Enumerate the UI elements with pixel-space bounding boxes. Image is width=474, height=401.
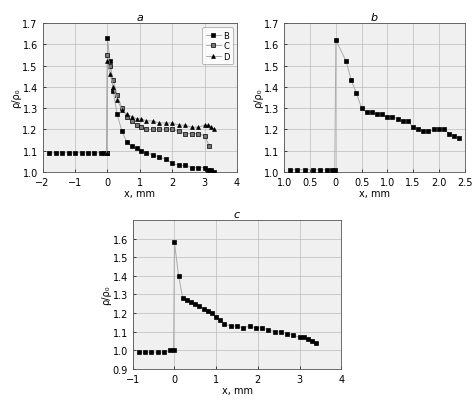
- B: [150, 153, 155, 158]
- B: [119, 130, 125, 135]
- B: [211, 170, 217, 175]
- Line: B: B: [47, 37, 216, 174]
- B: [124, 140, 130, 145]
- B: [66, 151, 72, 156]
- C: [202, 134, 208, 139]
- D: [104, 151, 109, 156]
- B: [134, 147, 139, 152]
- X-axis label: x, mm: x, mm: [359, 188, 390, 198]
- D: [107, 73, 113, 77]
- Title: b: b: [371, 13, 378, 23]
- Title: a: a: [137, 13, 143, 23]
- C: [176, 130, 182, 135]
- Y-axis label: ρ/ρ₀: ρ/ρ₀: [253, 89, 263, 108]
- C: [138, 126, 144, 130]
- D: [163, 121, 169, 126]
- C: [207, 145, 212, 150]
- C: [134, 124, 139, 128]
- B: [189, 166, 194, 170]
- D: [169, 121, 175, 126]
- B: [156, 155, 162, 160]
- C: [195, 132, 201, 137]
- C: [119, 106, 125, 111]
- D: [189, 126, 194, 130]
- B: [163, 157, 169, 162]
- Line: C: C: [105, 54, 211, 155]
- B: [182, 164, 188, 168]
- X-axis label: x, mm: x, mm: [221, 385, 253, 395]
- Y-axis label: ρ/ρ₀: ρ/ρ₀: [101, 285, 111, 304]
- Legend: B, C, D: B, C, D: [202, 28, 233, 65]
- D: [105, 60, 110, 65]
- B: [101, 151, 107, 156]
- C: [105, 53, 110, 58]
- D: [182, 124, 188, 128]
- C: [110, 79, 116, 84]
- B: [144, 151, 149, 156]
- B: [79, 151, 84, 156]
- D: [110, 85, 116, 90]
- D: [195, 126, 201, 130]
- B: [53, 151, 58, 156]
- C: [107, 64, 113, 69]
- B: [114, 113, 120, 117]
- B: [138, 149, 144, 154]
- D: [211, 128, 217, 132]
- B: [98, 151, 104, 156]
- D: [119, 109, 125, 113]
- B: [46, 151, 52, 156]
- D: [114, 98, 120, 103]
- D: [124, 113, 130, 117]
- C: [189, 132, 194, 137]
- D: [176, 124, 182, 128]
- C: [163, 128, 169, 132]
- D: [150, 119, 155, 124]
- C: [182, 132, 188, 137]
- B: [107, 60, 113, 65]
- Y-axis label: ρ/ρ₀: ρ/ρ₀: [11, 89, 21, 108]
- C: [144, 128, 149, 132]
- C: [169, 128, 175, 132]
- B: [91, 151, 97, 156]
- C: [129, 119, 135, 124]
- X-axis label: x, mm: x, mm: [124, 188, 155, 198]
- D: [156, 121, 162, 126]
- D: [202, 124, 208, 128]
- B: [202, 166, 208, 170]
- B: [72, 151, 78, 156]
- C: [114, 94, 120, 99]
- C: [150, 128, 155, 132]
- B: [176, 164, 182, 168]
- B: [110, 89, 116, 94]
- D: [205, 124, 210, 128]
- D: [138, 117, 144, 122]
- C: [156, 128, 162, 132]
- B: [105, 36, 110, 41]
- B: [85, 151, 91, 156]
- B: [205, 168, 210, 173]
- B: [208, 168, 214, 173]
- B: [129, 145, 135, 150]
- D: [134, 117, 139, 122]
- B: [59, 151, 65, 156]
- B: [104, 151, 109, 156]
- C: [124, 115, 130, 120]
- D: [208, 126, 214, 130]
- C: [104, 151, 109, 156]
- D: [129, 115, 135, 120]
- D: [144, 119, 149, 124]
- Title: c: c: [234, 210, 240, 220]
- B: [195, 166, 201, 170]
- B: [169, 162, 175, 166]
- Line: D: D: [105, 60, 216, 155]
